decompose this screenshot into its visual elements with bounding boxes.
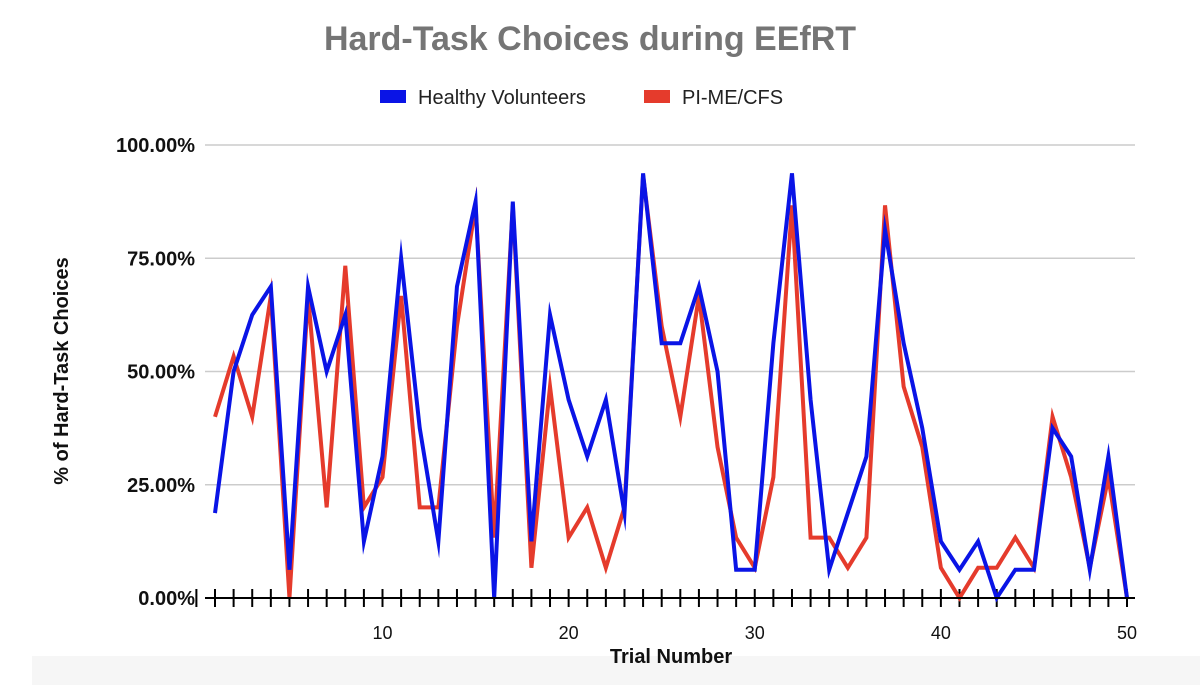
series-layer: [213, 173, 1129, 603]
legend-label-healthy: Healthy Volunteers: [418, 87, 586, 109]
y-axis-label: % of Hard-Task Choices: [51, 257, 73, 484]
y-tick-label: 75.00%: [127, 248, 195, 270]
y-tick-label: 100.00%: [116, 135, 195, 157]
y-axis-ticks: 0.00% 25.00% 50.00% 75.00% 100.00%: [116, 135, 195, 610]
bottom-strip: [32, 656, 1200, 685]
series-line-pi-me-cfs: [213, 174, 1129, 602]
legend-swatch-pime: [644, 90, 670, 103]
x-axis-tick-labels: 10 20 30 40 50: [372, 623, 1137, 643]
x-tick-label: 40: [931, 623, 951, 643]
y-tick-label: 0.00%: [138, 588, 195, 610]
legend: Healthy Volunteers PI-ME/CFS: [380, 87, 783, 109]
x-tick-label: 10: [372, 623, 392, 643]
chart-title: Hard-Task Choices during EEfRT: [324, 20, 856, 58]
x-tick-label: 20: [559, 623, 579, 643]
x-axis-label: Trial Number: [610, 646, 732, 668]
y-tick-label: 50.00%: [127, 362, 195, 384]
series-line-healthy-volunteers: [213, 173, 1129, 603]
x-tick-label: 30: [745, 623, 765, 643]
legend-swatch-healthy: [380, 90, 406, 103]
legend-label-pime: PI-ME/CFS: [682, 87, 783, 109]
x-tick-label: 50: [1117, 623, 1137, 643]
y-tick-label: 25.00%: [127, 475, 195, 497]
